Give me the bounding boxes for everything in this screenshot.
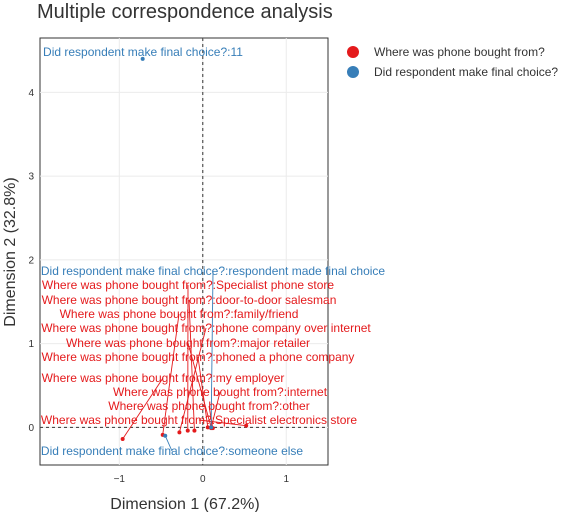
- point-label: Where was phone bought from?:my employer: [42, 371, 285, 385]
- point-label: Where was phone bought from?:other: [108, 399, 309, 413]
- point-label: Where was phone bought from?:Specialist …: [41, 413, 357, 427]
- data-point: [177, 430, 182, 435]
- legend: Where was phone bought from? Did responde…: [347, 45, 558, 79]
- legend-label: Did respondent make final choice?: [374, 65, 558, 79]
- y-axis-title: Dimension 2 (32.8%): [2, 177, 19, 326]
- label-connector: [210, 391, 221, 429]
- data-point: [192, 428, 197, 433]
- point-label: Where was phone bought from?:phone compa…: [41, 321, 371, 335]
- label-connector: [164, 435, 173, 452]
- point-label: Where was phone bought from?:major retai…: [66, 336, 310, 350]
- label-connector: [188, 299, 195, 431]
- label-connectors: [122, 270, 247, 452]
- legend-marker: [347, 46, 359, 58]
- legend-label: Where was phone bought from?: [374, 45, 545, 59]
- point-label: Did respondent make final choice?:11: [43, 45, 243, 59]
- point-label: Where was phone bought from?:Specialist …: [42, 278, 334, 292]
- chart-title: Multiple correspondence analysis: [37, 1, 333, 23]
- data-point: [209, 425, 214, 430]
- label-connector: [178, 327, 207, 433]
- label-connector: [210, 270, 214, 428]
- label-connector: [197, 356, 209, 428]
- point-label: Where was phone bought from?:door-to-doo…: [42, 293, 337, 307]
- data-point: [140, 56, 145, 61]
- label-connector: [198, 419, 247, 427]
- label-connector: [187, 342, 212, 428]
- data-point: [244, 423, 249, 428]
- label-connector: [122, 377, 164, 440]
- data-points: [120, 56, 249, 442]
- y-tick-label: 1: [28, 339, 34, 350]
- x-tick-label: 0: [200, 474, 206, 485]
- axis-ticks: −1 0 1 0 1 2 3 4: [28, 88, 289, 485]
- point-label: Did respondent make final choice?:someon…: [41, 444, 303, 458]
- label-connector: [162, 313, 180, 435]
- x-tick-label: −1: [114, 474, 126, 485]
- point-label: Did respondent make final choice?:respon…: [41, 264, 386, 278]
- y-tick-label: 4: [28, 88, 34, 99]
- data-point: [205, 425, 210, 430]
- point-label: Where was phone bought from?:internet: [113, 385, 328, 399]
- legend-marker: [347, 66, 359, 78]
- point-labels: Where was phone bought from?:Specialist …: [41, 45, 386, 458]
- x-tick-label: 1: [283, 474, 289, 485]
- data-point: [120, 437, 125, 442]
- y-tick-label: 0: [28, 423, 34, 434]
- x-axis-title: Dimension 1 (67.2%): [110, 496, 259, 512]
- point-label: Where was phone bought from?:family/frie…: [60, 307, 299, 321]
- data-point: [163, 433, 168, 438]
- y-tick-label: 2: [28, 255, 34, 266]
- plot-panel: [39, 37, 329, 466]
- point-label: Where was phone bought from?:phoned a ph…: [42, 350, 355, 364]
- data-point: [185, 428, 190, 433]
- y-tick-label: 3: [28, 172, 34, 183]
